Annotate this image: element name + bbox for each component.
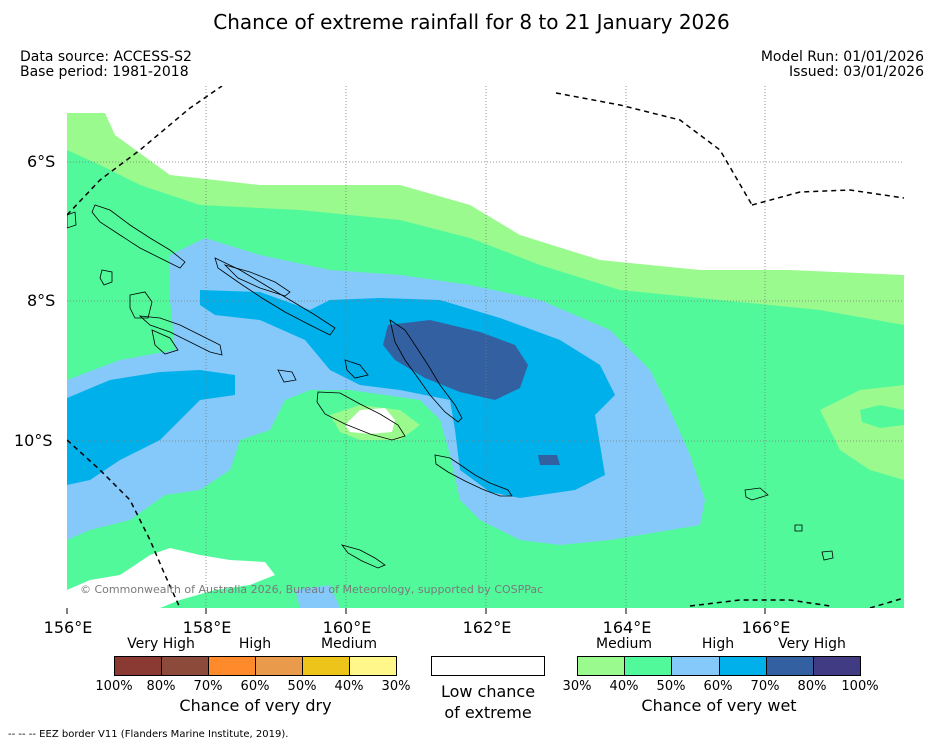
lon-label: 158°E bbox=[182, 618, 232, 637]
low-chance-caption-2: of extreme bbox=[444, 703, 532, 722]
dry-level-high: High bbox=[238, 636, 272, 652]
model-run: Model Run: 01/01/2026 bbox=[760, 49, 924, 65]
low-chance-caption-1: Low chance bbox=[440, 682, 536, 701]
dry-swatch bbox=[209, 657, 256, 675]
wet-tick: 50% bbox=[656, 679, 686, 694]
base-period: Base period: 1981-2018 bbox=[20, 64, 189, 80]
island bbox=[91, 204, 186, 269]
wet-tick: 60% bbox=[703, 679, 733, 694]
lon-label: 164°E bbox=[602, 618, 652, 637]
wet-swatch bbox=[766, 657, 814, 675]
dry-swatch bbox=[115, 657, 162, 675]
issued-date: Issued: 03/01/2026 bbox=[789, 64, 924, 80]
lat-label: 8°S bbox=[27, 291, 56, 310]
dry-swatch bbox=[350, 657, 396, 675]
lon-label: 160°E bbox=[322, 618, 372, 637]
wet-swatch bbox=[813, 657, 861, 675]
map-title: Chance of extreme rainfall for 8 to 21 J… bbox=[213, 10, 730, 34]
lat-label: 10°S bbox=[14, 431, 53, 450]
dry-swatch bbox=[303, 657, 350, 675]
wet-swatch bbox=[672, 657, 720, 675]
lon-label: 156°E bbox=[43, 618, 93, 637]
wet-70-region bbox=[383, 320, 528, 400]
wet-swatch bbox=[578, 657, 626, 675]
wet-colorbar bbox=[577, 656, 861, 676]
wet-caption: Chance of very wet bbox=[641, 696, 797, 715]
dry-swatch bbox=[162, 657, 209, 675]
data-source: Data source: ACCESS-S2 bbox=[20, 49, 192, 65]
lon-label: 162°E bbox=[462, 618, 512, 637]
dry-tick: 100% bbox=[95, 679, 133, 694]
dry-colorbar bbox=[114, 656, 397, 676]
dry-level-very-high: Very High bbox=[127, 636, 195, 652]
wet-tick: 40% bbox=[609, 679, 639, 694]
wet-60-region bbox=[67, 370, 235, 485]
eez-footnote: -- -- -- EEZ border V11 (Flanders Marine… bbox=[8, 729, 289, 740]
wet-tick: 70% bbox=[750, 679, 780, 694]
dry-caption: Chance of very dry bbox=[179, 696, 332, 715]
dry-tick: 60% bbox=[240, 679, 270, 694]
wet-swatch bbox=[625, 657, 673, 675]
wet-level-medium: Medium bbox=[596, 636, 652, 652]
dry-tick: 30% bbox=[381, 679, 411, 694]
wet-level-very-high: Very High bbox=[778, 636, 846, 652]
dry-tick: 80% bbox=[146, 679, 176, 694]
dry-tick: 40% bbox=[334, 679, 364, 694]
low-chance-swatch bbox=[431, 656, 545, 676]
wet-swatch bbox=[719, 657, 767, 675]
wet-tick: 80% bbox=[797, 679, 827, 694]
wet-tick: 100% bbox=[841, 679, 879, 694]
dry-swatch bbox=[256, 657, 303, 675]
copyright-notice: © Commonwealth of Australia 2026, Bureau… bbox=[80, 583, 544, 596]
wet-tick: 30% bbox=[562, 679, 592, 694]
lat-label: 6°S bbox=[27, 152, 56, 171]
dry-tick: 70% bbox=[193, 679, 223, 694]
dry-level-medium: Medium bbox=[321, 636, 377, 652]
dry-tick: 50% bbox=[287, 679, 317, 694]
lon-label: 166°E bbox=[741, 618, 791, 637]
wet-level-high: High bbox=[701, 636, 735, 652]
